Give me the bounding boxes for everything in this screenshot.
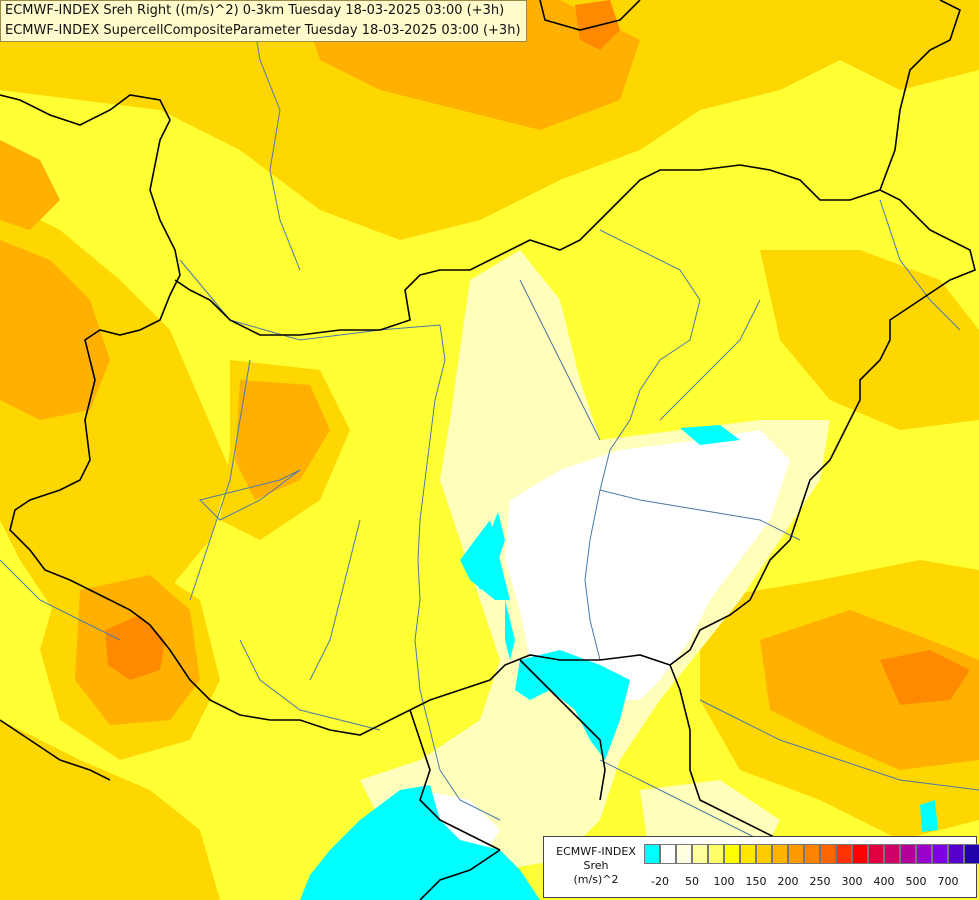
legend-label-line1: ECMWF-INDEX [556, 845, 636, 858]
legend-swatch [900, 844, 916, 864]
legend-tick-label: 700 [937, 875, 959, 888]
river-lines [0, 0, 979, 841]
legend-ticks: -20 50 100 150 200 250 300 400 500 700 [644, 875, 976, 891]
legend-label-line3: (m/s)^2 [573, 873, 619, 886]
legend-tick-label: 400 [873, 875, 895, 888]
legend-swatch [820, 844, 836, 864]
title-line-scp: ECMWF-INDEX SupercellCompositeParameter … [5, 23, 521, 38]
legend-swatch [724, 844, 740, 864]
legend-tick-label: -20 [651, 875, 669, 888]
legend-swatch [644, 844, 660, 864]
legend-swatch [916, 844, 932, 864]
legend-swatch [676, 844, 692, 864]
legend-tick-label: 150 [745, 875, 767, 888]
legend-swatch [948, 844, 964, 864]
legend-tick-label: 300 [841, 875, 863, 888]
legend-label: ECMWF-INDEX Sreh (m/s)^2 [548, 845, 644, 887]
legend-tick-label: 100 [713, 875, 735, 888]
legend-swatch [852, 844, 868, 864]
map-title-box: ECMWF-INDEX Sreh Right ((m/s)^2) 0-3km T… [0, 0, 527, 42]
sreh-contour-negative [300, 425, 938, 900]
legend-swatch [756, 844, 772, 864]
legend-swatch [868, 844, 884, 864]
legend-swatch [788, 844, 804, 864]
legend-label-line2: Sreh [583, 859, 609, 872]
legend-swatches [644, 844, 979, 866]
legend-swatch [804, 844, 820, 864]
legend-swatch [836, 844, 852, 864]
legend-swatch [884, 844, 900, 864]
title-line-sreh: ECMWF-INDEX Sreh Right ((m/s)^2) 0-3km T… [5, 3, 505, 18]
color-legend: ECMWF-INDEX Sreh (m/s)^2 -20 50 100 150 200 2… [543, 836, 979, 898]
legend-swatch [660, 844, 676, 864]
sreh-contour-orange [0, 0, 979, 770]
legend-tick-label: 500 [905, 875, 927, 888]
legend-swatch [740, 844, 756, 864]
legend-swatch [708, 844, 724, 864]
legend-tick-label: 50 [685, 875, 699, 888]
legend-swatch [772, 844, 788, 864]
legend-swatch [692, 844, 708, 864]
legend-tick-label: 200 [777, 875, 799, 888]
legend-swatch [932, 844, 948, 864]
sreh-contour-dark-orange [105, 0, 970, 705]
legend-swatch [964, 844, 979, 864]
legend-tick-label: 250 [809, 875, 831, 888]
